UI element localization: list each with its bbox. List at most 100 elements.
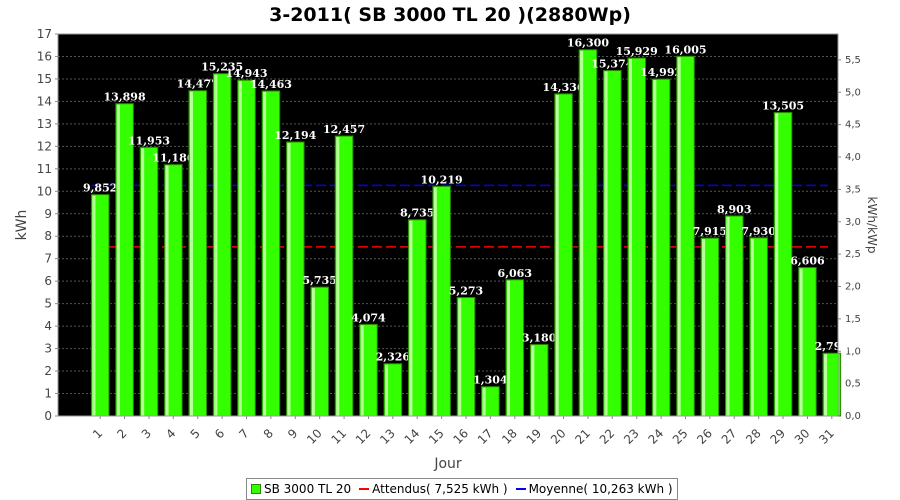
bar-highlight — [482, 387, 486, 416]
data-label: 6,063 — [498, 267, 532, 280]
x-tick-label: 18 — [499, 426, 520, 447]
legend-item-average: Moyenne( 10,263 kWh ) — [515, 482, 673, 496]
bar-highlight — [702, 239, 706, 416]
data-label: 5,735 — [302, 274, 336, 287]
y2-axis-label: kWh/kWp — [865, 197, 879, 254]
x-tick-label: 22 — [597, 426, 618, 447]
x-tick-label: 2 — [114, 426, 129, 441]
legend-label-production: SB 3000 TL 20 — [264, 482, 352, 496]
x-tick-label: 11 — [328, 426, 349, 447]
chart-title: 3-2011( SB 3000 TL 20 )(2880Wp) — [269, 4, 631, 26]
bar-highlight — [653, 80, 657, 416]
y2-tick-label: 1,0 — [845, 346, 861, 357]
data-label: 10,219 — [421, 173, 463, 186]
bar-highlight — [238, 81, 242, 417]
y-tick-label: 7 — [44, 252, 52, 266]
data-label: 14,336 — [542, 81, 584, 94]
data-label: 3,180 — [522, 332, 557, 345]
y2-tick-label: 0,5 — [845, 379, 861, 390]
x-tick-label: 28 — [743, 426, 764, 447]
bar-highlight — [214, 74, 218, 417]
y-tick-label: 15 — [37, 72, 52, 86]
data-label: 9,852 — [83, 182, 117, 195]
legend-item-expected: Attendus( 7,525 kWh ) — [359, 482, 508, 496]
bar-highlight — [141, 148, 145, 416]
data-label: 5,273 — [449, 285, 483, 298]
bar-highlight — [799, 268, 803, 416]
data-label: 2,326 — [376, 351, 411, 364]
data-label: 15,235 — [201, 61, 243, 74]
y-tick-label: 2 — [44, 364, 52, 378]
x-tick-label: 6 — [212, 426, 227, 441]
bar-highlight — [824, 354, 828, 416]
data-label: 14,943 — [225, 67, 267, 80]
bar-highlight — [433, 187, 437, 416]
y-tick-label: 11 — [37, 162, 52, 176]
data-label: 13,505 — [762, 100, 804, 113]
bar-highlight — [604, 71, 608, 417]
bar-highlight — [360, 325, 364, 416]
x-tick-label: 13 — [377, 426, 398, 447]
data-label: 16,005 — [664, 43, 706, 56]
y-tick-label: 6 — [44, 274, 52, 288]
x-tick-label: 26 — [694, 426, 715, 447]
y-tick-label: 13 — [37, 117, 52, 131]
data-label: 12,457 — [323, 123, 365, 136]
y-tick-label: 8 — [44, 229, 52, 243]
data-label: 14,477 — [177, 78, 219, 91]
x-tick-label: 16 — [450, 426, 471, 447]
data-label: 16,300 — [567, 37, 609, 50]
bar-highlight — [726, 216, 730, 416]
x-tick-label: 20 — [548, 426, 569, 447]
legend-swatch-production — [251, 484, 261, 494]
y-tick-label: 1 — [44, 387, 52, 401]
y2-tick-label: 4,5 — [845, 120, 861, 131]
bar-highlight — [336, 137, 340, 417]
y2-tick-label: 5,5 — [845, 55, 861, 66]
bar-highlight — [531, 345, 535, 416]
x-tick-label: 1 — [90, 426, 105, 441]
data-label: 6,606 — [790, 255, 825, 268]
x-tick-label: 9 — [285, 426, 300, 441]
bar-highlight — [506, 280, 510, 416]
x-tick-label: 15 — [426, 426, 447, 447]
y2-tick-label: 4,0 — [845, 152, 861, 163]
bar-highlight — [458, 298, 462, 416]
data-label: 11,186 — [152, 152, 194, 165]
bar-highlight — [555, 94, 559, 417]
x-tick-label: 21 — [572, 426, 593, 447]
legend-label-expected: Attendus( 7,525 kWh ) — [372, 482, 508, 496]
data-label: 11,953 — [128, 134, 170, 147]
data-label: 15,929 — [616, 45, 658, 58]
x-tick-label: 17 — [475, 426, 496, 447]
y2-tick-label: 2,5 — [845, 249, 861, 260]
y-tick-label: 0 — [44, 409, 52, 423]
y-tick-label: 5 — [44, 297, 52, 311]
x-axis-label: Jour — [433, 456, 462, 472]
legend-swatch-expected — [359, 488, 370, 490]
bar-highlight — [92, 195, 96, 416]
bar-highlight — [189, 91, 193, 416]
data-label: 15,374 — [591, 58, 633, 71]
x-tick-label: 12 — [353, 426, 374, 447]
x-tick-label: 8 — [261, 426, 276, 441]
y-tick-label: 9 — [44, 207, 52, 221]
x-tick-label: 3 — [139, 426, 154, 441]
y2-tick-label: 3,0 — [845, 217, 861, 228]
y-tick-label: 10 — [37, 184, 52, 198]
x-tick-label: 30 — [792, 426, 813, 447]
y2-tick-label: 1,5 — [845, 314, 861, 325]
y2-tick-label: 0,0 — [845, 411, 861, 422]
x-tick-label: 14 — [402, 426, 423, 447]
legend-item-production: SB 3000 TL 20 — [251, 482, 351, 496]
y2-tick-label: 2,0 — [845, 282, 861, 293]
bar-highlight — [311, 288, 315, 416]
x-tick-label: 25 — [670, 426, 691, 447]
plot-frame — [57, 33, 839, 417]
data-label: 7,930 — [741, 225, 776, 238]
x-tick-label: 7 — [236, 426, 251, 441]
x-tick-label: 4 — [163, 426, 178, 441]
y-tick-label: 12 — [37, 139, 52, 153]
bar-highlight — [409, 220, 413, 416]
